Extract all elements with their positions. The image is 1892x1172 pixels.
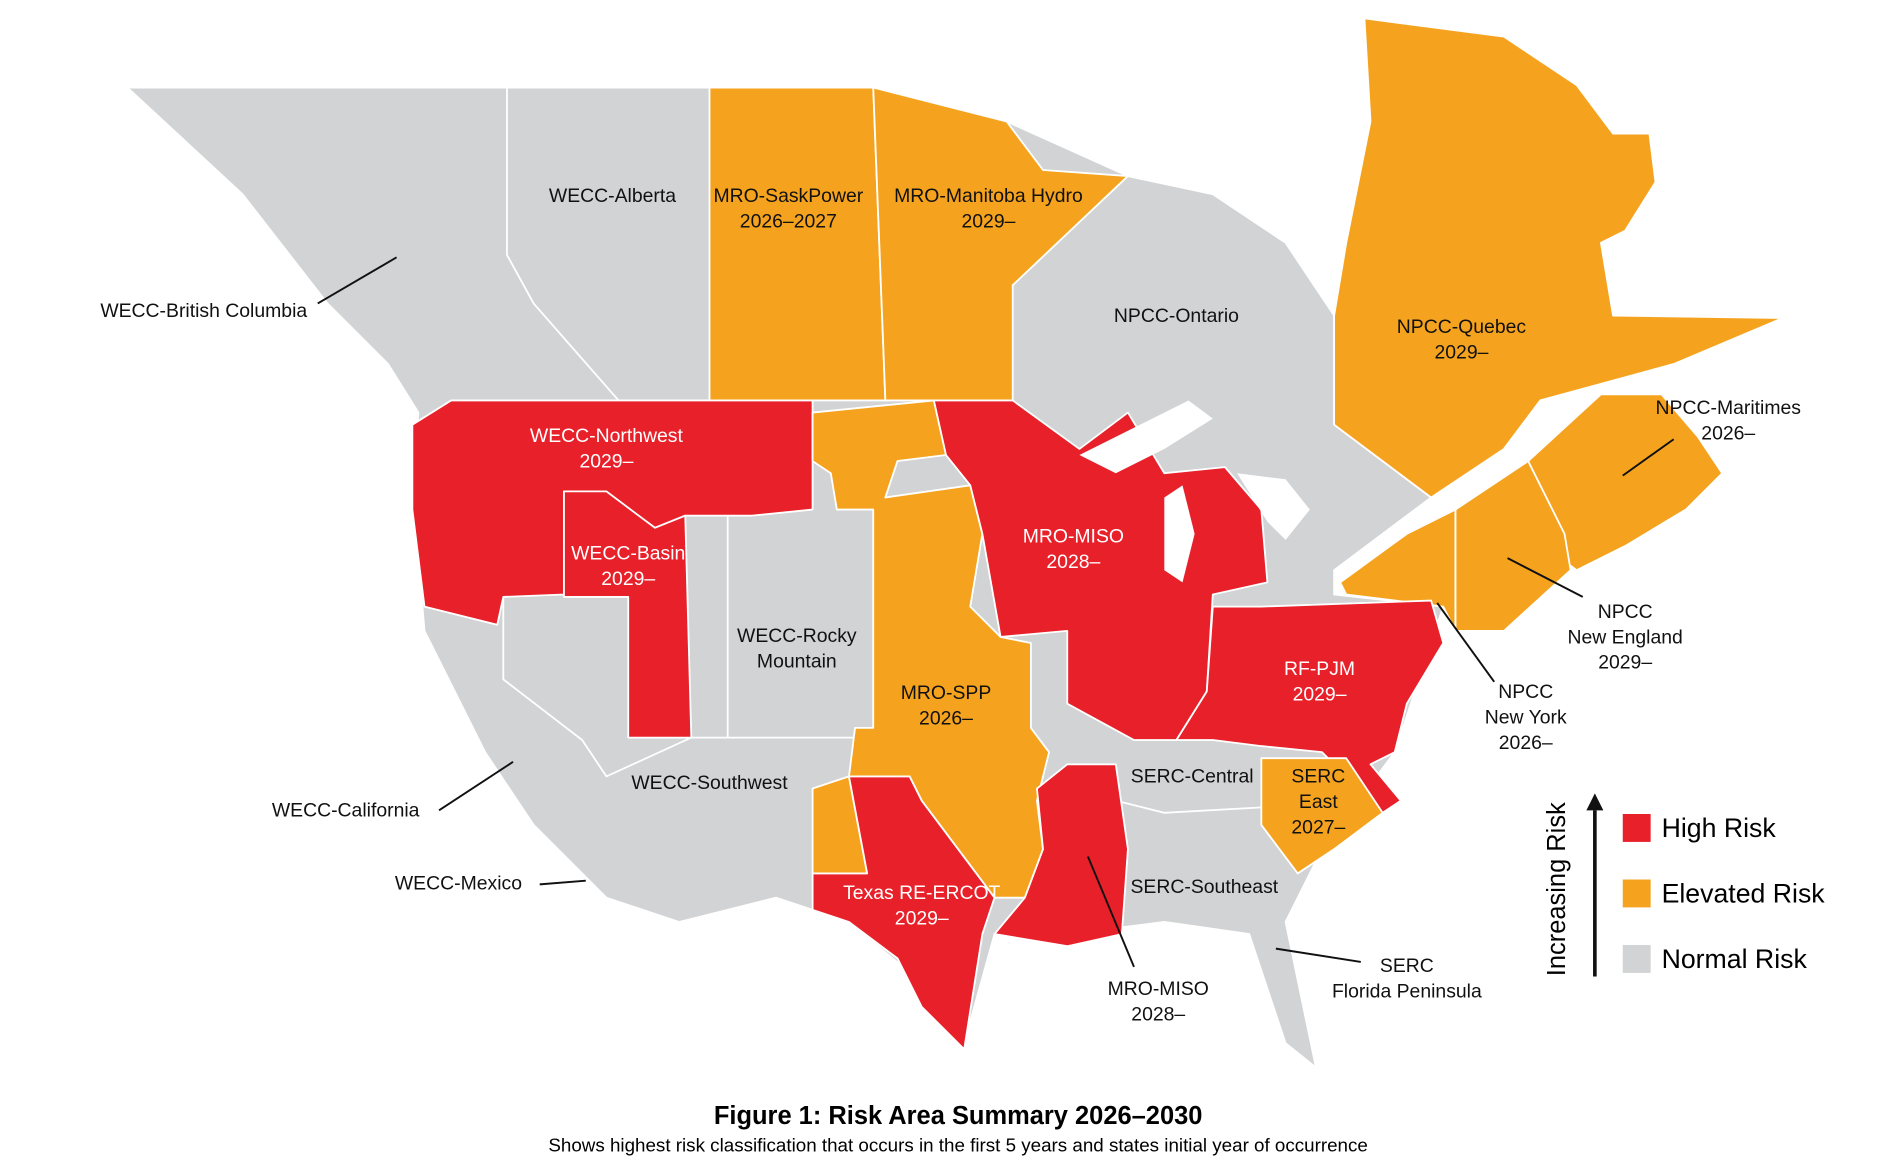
region-label: WECC-Basin: [571, 543, 685, 565]
region-label: 2026–2027: [740, 210, 837, 232]
leaders: [317, 256, 1675, 968]
region-label: 2029–: [579, 450, 633, 472]
region-label: 2029–: [895, 908, 949, 930]
elevated-area: [872, 86, 1129, 402]
border: [1115, 799, 1274, 814]
region-label: SERC: [1291, 766, 1345, 788]
region-label: SERC-Central: [1131, 766, 1254, 788]
region-label: WECC-Alberta: [549, 185, 676, 207]
legend-swatch: [1622, 879, 1651, 908]
region-label: WECC-Rocky: [737, 625, 857, 647]
region-label: WECC-British Columbia: [100, 300, 307, 322]
legend-axis-label: Increasing Risk: [1543, 802, 1571, 976]
region-label: WECC-California: [272, 800, 420, 822]
region-label: RF-PJM: [1284, 658, 1355, 680]
region-label: Mountain: [757, 651, 837, 673]
leader-line: [1436, 602, 1495, 683]
land: [126, 17, 1784, 1069]
border: [506, 87, 620, 402]
leader-line: [317, 256, 398, 305]
region-label: WECC-Mexico: [395, 872, 522, 894]
region-label: NPCC: [1498, 681, 1553, 703]
caption-title: Figure 1: Risk Area Summary 2026–2030: [714, 1102, 1203, 1130]
leader-line: [1507, 557, 1584, 598]
region-label: MRO-SPP: [901, 682, 992, 704]
region-label: New England: [1568, 626, 1683, 648]
region-label: Florida Peninsula: [1332, 980, 1482, 1002]
region-label: Texas RE-ERCOT: [843, 882, 1000, 904]
elevated-area: [1333, 17, 1784, 499]
region-label: 2026–: [919, 708, 973, 730]
region-label: NPCC: [1598, 601, 1653, 623]
region-label: 2029–: [601, 568, 655, 590]
region-label: NPCC-Maritimes: [1656, 397, 1801, 419]
high-area: [993, 763, 1129, 948]
region-label: 2029–: [1598, 652, 1652, 674]
leader-line: [438, 761, 514, 812]
region-label: NPCC-Quebec: [1397, 316, 1527, 338]
region-label: SERC: [1380, 955, 1434, 977]
region-label: MRO-Manitoba Hydro: [894, 185, 1083, 207]
elevated-area: [708, 86, 887, 402]
elevated-area: [1260, 757, 1384, 875]
region-label: 2026–: [1499, 732, 1553, 754]
region-label: 2027–: [1291, 817, 1345, 839]
region-label: WECC-Northwest: [530, 425, 684, 447]
region-label: 2028–: [1131, 1003, 1185, 1025]
lake: [1237, 473, 1310, 540]
leader-line: [1087, 856, 1135, 968]
legend-label: Normal Risk: [1662, 944, 1808, 974]
caption-subtitle: Shows highest risk classification that o…: [548, 1134, 1367, 1155]
region-label: MRO-MISO: [1023, 526, 1124, 548]
region-label: MRO-MISO: [1108, 978, 1209, 1000]
high-area: [1175, 599, 1445, 814]
high-area: [563, 490, 693, 739]
lake: [1164, 485, 1195, 583]
region-label: 2029–: [1434, 341, 1488, 363]
region-label: WECC-Southwest: [631, 772, 788, 794]
region-label: SERC-Southeast: [1131, 876, 1279, 898]
high-area: [811, 775, 996, 1051]
legend-label: Elevated Risk: [1662, 878, 1826, 908]
legend-arrowhead: [1586, 793, 1604, 811]
region-label: 2029–: [1293, 683, 1347, 705]
legend-swatch: [1622, 814, 1651, 842]
legend-label: High Risk: [1662, 813, 1777, 843]
region-label: 2028–: [1046, 551, 1100, 573]
region-label: East: [1299, 791, 1338, 813]
leader-line: [539, 879, 586, 886]
region-label: MRO-SaskPower: [713, 185, 863, 207]
legend-swatch: [1622, 944, 1651, 973]
region-labels: WECC-Alberta MRO-SaskPower 2026–2027 MRO-Ma…: [100, 185, 1801, 1026]
region-label: 2029–: [961, 210, 1015, 232]
region-label: 2026–: [1701, 423, 1755, 445]
leader-line: [1275, 947, 1361, 963]
leader-line: [1622, 438, 1675, 477]
lake: [1079, 400, 1213, 474]
region-label: NPCC-Ontario: [1114, 305, 1239, 327]
region-label: New York: [1485, 706, 1567, 728]
legend: Increasing Risk High Risk Elevated Risk …: [1543, 793, 1826, 977]
